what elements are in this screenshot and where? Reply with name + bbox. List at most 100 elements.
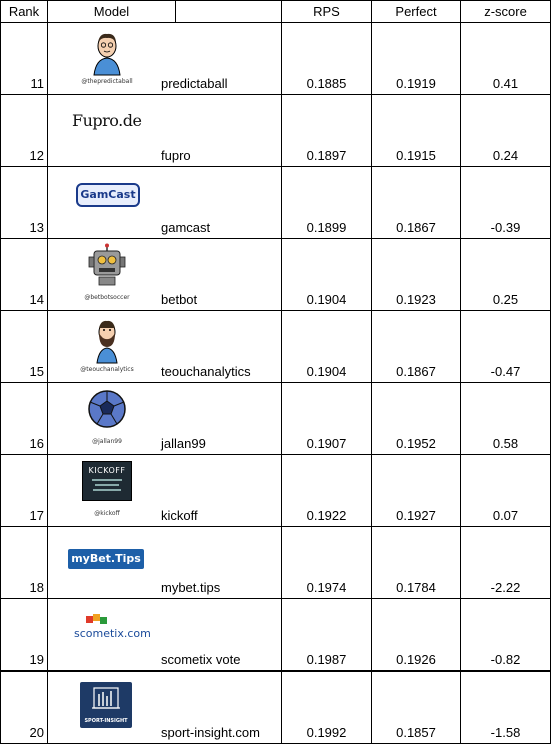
zscore-cell: 0.41: [460, 22, 551, 95]
perfect-cell: 0.1784: [371, 526, 461, 599]
gamcast-wordmark: GamCast: [76, 183, 140, 207]
zscore-cell: -2.22: [460, 526, 551, 599]
rank-cell: 11: [0, 22, 48, 95]
zscore-cell: -1.58: [460, 670, 551, 744]
rank-cell: 17: [0, 454, 48, 527]
table-row: 17 KICKOFF @kickoff kickoff 0.1922 0.192…: [0, 454, 551, 527]
scometix-logo: scometix.com: [74, 603, 151, 661]
model-cell: @jallan99 jallan99: [47, 382, 282, 455]
model-cell: @teouchanalytics teouchanalytics: [47, 310, 282, 383]
header-perfect: Perfect: [371, 0, 461, 23]
header-rank: Rank: [0, 0, 48, 23]
rank-cell: 13: [0, 166, 48, 239]
table-row: 19 scometix.com scometix vote 0.1987 0.1…: [0, 598, 551, 672]
rps-cell: 0.1907: [281, 382, 372, 455]
header-spacer: [175, 0, 282, 23]
rank-cell: 14: [0, 238, 48, 311]
table-row: 13 GamCast gamcast 0.1899 0.1867 -0.39: [0, 166, 551, 239]
model-cell: scometix.com scometix vote: [47, 598, 282, 672]
logo-caption: @thepredictaball: [81, 78, 133, 85]
model-cell: SPORT-INSIGHT sport-insight.com: [47, 670, 282, 744]
model-name: mybet.tips: [161, 580, 221, 595]
table-row: 15 @teouchanalytics teouchanalytics 0.19…: [0, 310, 551, 383]
kickoff-logo: KICKOFF @kickoff: [74, 459, 140, 517]
table-row: 14 @betbotsoccer b: [0, 238, 551, 311]
logo-caption: @teouchanalytics: [80, 366, 134, 373]
model-name: teouchanalytics: [161, 364, 251, 379]
fupro-logo: Fupro.de: [72, 99, 142, 157]
header-row: Rank Model RPS Perfect z-score: [0, 0, 551, 23]
kickoff-title: KICKOFF: [88, 466, 126, 475]
perfect-cell: 0.1915: [371, 94, 461, 167]
logo-caption: @jallan99: [92, 438, 122, 445]
header-model: Model: [47, 0, 176, 23]
betbot-logo: @betbotsoccer: [74, 243, 140, 301]
rank-cell: 18: [0, 526, 48, 599]
gamcast-logo: GamCast: [74, 171, 140, 229]
person-avatar-icon: [93, 33, 121, 76]
model-name: gamcast: [161, 220, 211, 235]
rps-cell: 0.1899: [281, 166, 372, 239]
rps-cell: 0.1922: [281, 454, 372, 527]
rank-cell: 12: [0, 94, 48, 167]
chart-building-icon: [92, 687, 120, 709]
scometix-wordmark: scometix.com: [74, 627, 151, 640]
mybet-wordmark: myBet.Tips: [68, 549, 144, 569]
perfect-cell: 0.1926: [371, 598, 461, 672]
model-cell: @betbotsoccer betbot: [47, 238, 282, 311]
perfect-cell: 0.1867: [371, 310, 461, 383]
header-rps: RPS: [281, 0, 372, 23]
perfect-cell: 0.1867: [371, 166, 461, 239]
model-name: sport-insight.com: [161, 725, 260, 740]
rps-cell: 0.1904: [281, 310, 372, 383]
fupro-wordmark: Fupro.de: [72, 111, 142, 130]
model-name: fupro: [161, 148, 191, 163]
model-name: kickoff: [161, 508, 198, 523]
table-row: 20 SPORT-INSIGHT: [0, 670, 551, 744]
teouchanalytics-logo: @teouchanalytics: [74, 315, 140, 373]
table-row: 12 Fupro.de fupro 0.1897 0.1915 0.24: [0, 94, 551, 167]
predictaball-logo: @thepredictaball: [74, 27, 140, 85]
table-row: 18 myBet.Tips mybet.tips 0.1974 0.1784 -…: [0, 526, 551, 599]
bearded-person-icon: [96, 320, 118, 364]
kickoff-badge: KICKOFF: [82, 461, 132, 501]
scometix-dice-icon: [86, 614, 107, 624]
perfect-cell: 0.1927: [371, 454, 461, 527]
header-zscore: z-score: [460, 0, 551, 23]
jallan99-logo: @jallan99: [74, 387, 140, 445]
rank-cell: 19: [0, 598, 48, 672]
model-name: predictaball: [161, 76, 228, 91]
table-row: 16 @jallan99 jallan99 0.1907: [0, 382, 551, 455]
zscore-cell: 0.07: [460, 454, 551, 527]
rank-cell: 20: [0, 670, 48, 744]
zscore-cell: 0.24: [460, 94, 551, 167]
zscore-cell: 0.58: [460, 382, 551, 455]
zscore-cell: -0.47: [460, 310, 551, 383]
sport-insight-badge: SPORT-INSIGHT: [80, 682, 132, 728]
logo-caption: @betbotsoccer: [84, 294, 130, 301]
zscore-cell: 0.25: [460, 238, 551, 311]
model-cell: Fupro.de fupro: [47, 94, 282, 167]
model-name: betbot: [161, 292, 198, 307]
model-cell: GamCast gamcast: [47, 166, 282, 239]
rank-cell: 16: [0, 382, 48, 455]
model-cell: KICKOFF @kickoff kickoff: [47, 454, 282, 527]
rps-cell: 0.1974: [281, 526, 372, 599]
perfect-cell: 0.1919: [371, 22, 461, 95]
perfect-cell: 0.1923: [371, 238, 461, 311]
robot-icon: [88, 243, 126, 286]
rank-cell: 15: [0, 310, 48, 383]
table-row: 11 @thepredictaball predictaball 0.1885: [0, 22, 551, 95]
model-cell: @thepredictaball predictaball: [47, 22, 282, 95]
rps-cell: 0.1992: [281, 670, 372, 744]
zscore-cell: -0.82: [460, 598, 551, 672]
mybet-tips-logo: myBet.Tips: [68, 531, 144, 589]
sport-insight-caption: SPORT-INSIGHT: [84, 718, 128, 724]
logo-caption: @kickoff: [94, 510, 120, 517]
rps-cell: 0.1897: [281, 94, 372, 167]
perfect-cell: 0.1857: [371, 670, 461, 744]
model-cell: myBet.Tips mybet.tips: [47, 526, 282, 599]
soccer-ball-icon: [88, 390, 126, 428]
perfect-cell: 0.1952: [371, 382, 461, 455]
